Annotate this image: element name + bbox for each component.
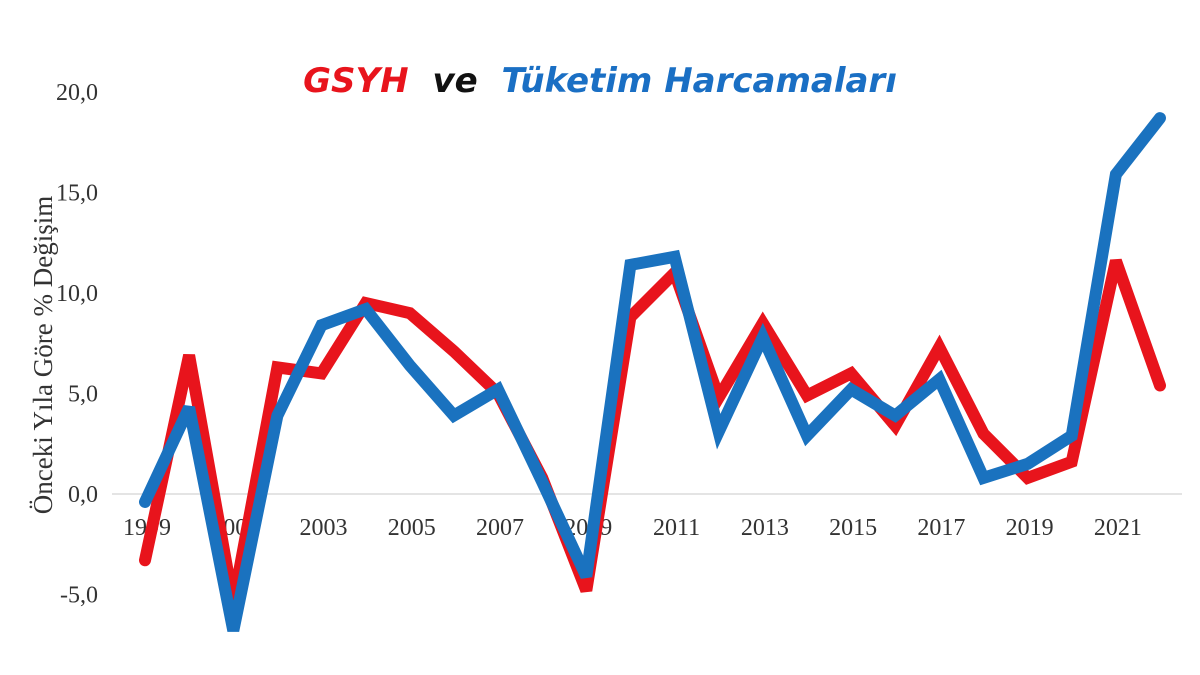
y-tick-label: 15,0 xyxy=(56,181,98,207)
x-tick-label: 2021 xyxy=(1094,515,1142,541)
x-tick-label: 2015 xyxy=(829,515,877,541)
x-tick-label: 2003 xyxy=(300,515,348,541)
x-tick-label: 2011 xyxy=(653,515,700,541)
x-tick-label: 2005 xyxy=(388,515,436,541)
y-tick-label: 5,0 xyxy=(68,382,98,408)
y-tick-label: 0,0 xyxy=(68,482,98,508)
series-line-blue xyxy=(139,112,1166,632)
title-part-tuketim: Tüketim Harcamaları xyxy=(502,61,897,101)
y-axis-ticks: 20,0 15,0 10,0 5,0 0,0 -5,0 xyxy=(56,80,98,609)
y-axis-label: Önceki Yıla Göre % Değişim xyxy=(28,196,58,514)
y-tick-label: -5,0 xyxy=(60,583,98,609)
title-part-gsyh: GSYH xyxy=(303,61,408,101)
x-axis-ticks: 1999 2001 2003 2005 2007 2009 2011 2013 2015 2017… xyxy=(123,515,1142,541)
x-tick-label: 2013 xyxy=(741,515,789,541)
series-line-red xyxy=(139,258,1166,604)
series-lines xyxy=(139,112,1166,632)
title-part-ve: ve xyxy=(432,61,477,101)
y-tick-label: 20,0 xyxy=(56,80,98,106)
y-tick-label: 10,0 xyxy=(56,281,98,307)
chart-title: GSYH ve Tüketim Harcamaları xyxy=(303,61,897,101)
x-tick-label: 2019 xyxy=(1006,515,1054,541)
x-tick-label: 2017 xyxy=(917,515,965,541)
x-tick-label: 2007 xyxy=(476,515,524,541)
